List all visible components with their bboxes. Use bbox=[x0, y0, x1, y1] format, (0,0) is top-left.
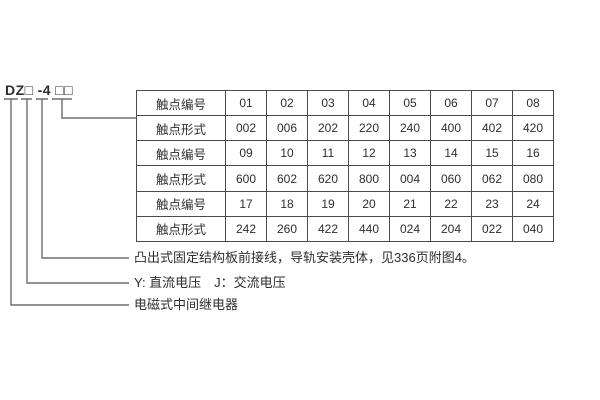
connector-structure-code bbox=[36, 98, 129, 259]
value-cell: 03 bbox=[307, 89, 349, 117]
value-cell: 242 bbox=[225, 215, 267, 243]
table-row: 触点编号 09 10 11 12 13 14 15 16 bbox=[136, 140, 554, 167]
connector-contact-code bbox=[52, 98, 137, 119]
value-cell: 602 bbox=[266, 165, 308, 192]
value-cell: 06 bbox=[430, 89, 472, 117]
value-cell: 002 bbox=[225, 115, 267, 142]
value-cell: 422 bbox=[307, 215, 349, 243]
contact-spec-table-body: 触点编号 01 02 03 04 05 06 07 08 触点形式 002 006 202 220 240 4… bbox=[136, 89, 554, 243]
value-cell: 17 bbox=[225, 190, 267, 217]
value-cell: 20 bbox=[348, 190, 390, 217]
value-cell: 402 bbox=[471, 115, 513, 142]
value-cell: 21 bbox=[389, 190, 431, 217]
value-cell: 400 bbox=[430, 115, 472, 142]
value-cell: 09 bbox=[225, 140, 267, 167]
value-cell: 240 bbox=[389, 115, 431, 142]
value-cell: 620 bbox=[307, 165, 349, 192]
contact-spec-table: 触点编号 01 02 03 04 05 06 07 08 触点形式 002 006 202 220 240 4… bbox=[136, 89, 554, 243]
value-cell: 22 bbox=[430, 190, 472, 217]
row-label: 触点编号 bbox=[136, 89, 226, 117]
row-label: 触点形式 bbox=[136, 165, 226, 192]
value-cell: 13 bbox=[389, 140, 431, 167]
value-cell: 040 bbox=[512, 215, 554, 243]
value-cell: 15 bbox=[471, 140, 513, 167]
model-code-prefix: DZ□ bbox=[5, 82, 34, 98]
model-code-series: -4 bbox=[37, 82, 52, 98]
connector-relay-type bbox=[4, 98, 129, 306]
value-cell: 19 bbox=[307, 190, 349, 217]
value-cell: 07 bbox=[471, 89, 513, 117]
value-cell: 23 bbox=[471, 190, 513, 217]
table-row: 触点形式 600 602 620 800 004 060 062 080 bbox=[136, 165, 554, 192]
value-cell: 08 bbox=[512, 89, 554, 117]
table-row: 触点编号 17 18 19 20 21 22 23 24 bbox=[136, 190, 554, 217]
value-cell: 420 bbox=[512, 115, 554, 142]
annotation-structure: 凸出式固定结构板前接线，导轨安装壳体，见336页附图4。 bbox=[134, 250, 475, 265]
value-cell: 006 bbox=[266, 115, 308, 142]
table-row: 触点形式 242 260 422 440 024 204 022 040 bbox=[136, 215, 554, 243]
value-cell: 24 bbox=[512, 190, 554, 217]
value-cell: 02 bbox=[266, 89, 308, 117]
annotation-relay-type: 电磁式中间继电器 bbox=[134, 297, 239, 312]
value-cell: 220 bbox=[348, 115, 390, 142]
connector-voltage-code bbox=[21, 98, 129, 284]
value-cell: 18 bbox=[266, 190, 308, 217]
row-label: 触点编号 bbox=[136, 140, 226, 167]
annotation-voltage: Y: 直流电压 J：交流电压 bbox=[134, 275, 286, 290]
value-cell: 080 bbox=[512, 165, 554, 192]
value-cell: 204 bbox=[430, 215, 472, 243]
table-row: 触点编号 01 02 03 04 05 06 07 08 bbox=[136, 89, 554, 117]
value-cell: 10 bbox=[266, 140, 308, 167]
model-code: DZ□ -4 □□ bbox=[5, 82, 73, 98]
value-cell: 800 bbox=[348, 165, 390, 192]
value-cell: 05 bbox=[389, 89, 431, 117]
value-cell: 022 bbox=[471, 215, 513, 243]
value-cell: 004 bbox=[389, 165, 431, 192]
row-label: 触点形式 bbox=[136, 115, 226, 142]
value-cell: 01 bbox=[225, 89, 267, 117]
value-cell: 11 bbox=[307, 140, 349, 167]
value-cell: 060 bbox=[430, 165, 472, 192]
value-cell: 04 bbox=[348, 89, 390, 117]
value-cell: 202 bbox=[307, 115, 349, 142]
value-cell: 062 bbox=[471, 165, 513, 192]
value-cell: 600 bbox=[225, 165, 267, 192]
table-row: 触点形式 002 006 202 220 240 400 402 420 bbox=[136, 115, 554, 142]
value-cell: 440 bbox=[348, 215, 390, 243]
model-code-contact-boxes: □□ bbox=[55, 82, 73, 98]
row-label: 触点形式 bbox=[136, 215, 226, 243]
value-cell: 260 bbox=[266, 215, 308, 243]
value-cell: 16 bbox=[512, 140, 554, 167]
value-cell: 14 bbox=[430, 140, 472, 167]
value-cell: 12 bbox=[348, 140, 390, 167]
row-label: 触点编号 bbox=[136, 190, 226, 217]
value-cell: 024 bbox=[389, 215, 431, 243]
